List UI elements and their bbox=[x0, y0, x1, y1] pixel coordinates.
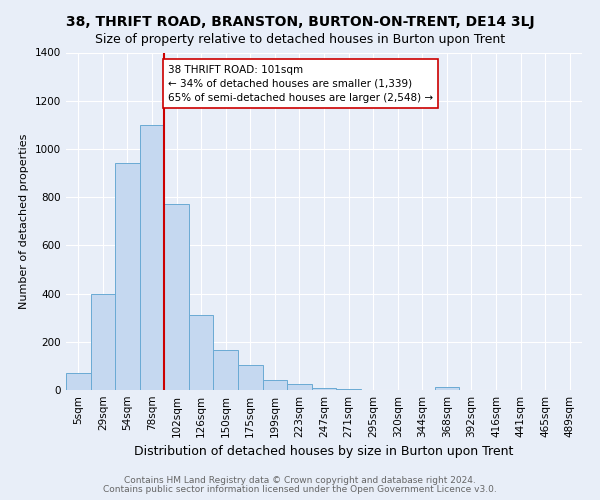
Bar bbox=[312, 388, 336, 390]
Bar bbox=[214, 350, 238, 390]
Bar bbox=[91, 294, 115, 390]
Y-axis label: Number of detached properties: Number of detached properties bbox=[19, 134, 29, 309]
Text: 38 THRIFT ROAD: 101sqm
← 34% of detached houses are smaller (1,339)
65% of semi-: 38 THRIFT ROAD: 101sqm ← 34% of detached… bbox=[168, 64, 433, 102]
Bar bbox=[238, 364, 263, 390]
Bar bbox=[263, 380, 287, 390]
Text: Size of property relative to detached houses in Burton upon Trent: Size of property relative to detached ho… bbox=[95, 32, 505, 46]
Bar bbox=[115, 164, 140, 390]
Text: Contains public sector information licensed under the Open Government Licence v3: Contains public sector information licen… bbox=[103, 485, 497, 494]
Bar bbox=[66, 373, 91, 390]
Bar bbox=[434, 387, 459, 390]
X-axis label: Distribution of detached houses by size in Burton upon Trent: Distribution of detached houses by size … bbox=[134, 446, 514, 458]
Bar bbox=[189, 316, 214, 390]
Bar bbox=[140, 125, 164, 390]
Bar bbox=[164, 204, 189, 390]
Text: Contains HM Land Registry data © Crown copyright and database right 2024.: Contains HM Land Registry data © Crown c… bbox=[124, 476, 476, 485]
Bar bbox=[287, 384, 312, 390]
Text: 38, THRIFT ROAD, BRANSTON, BURTON-ON-TRENT, DE14 3LJ: 38, THRIFT ROAD, BRANSTON, BURTON-ON-TRE… bbox=[65, 15, 535, 29]
